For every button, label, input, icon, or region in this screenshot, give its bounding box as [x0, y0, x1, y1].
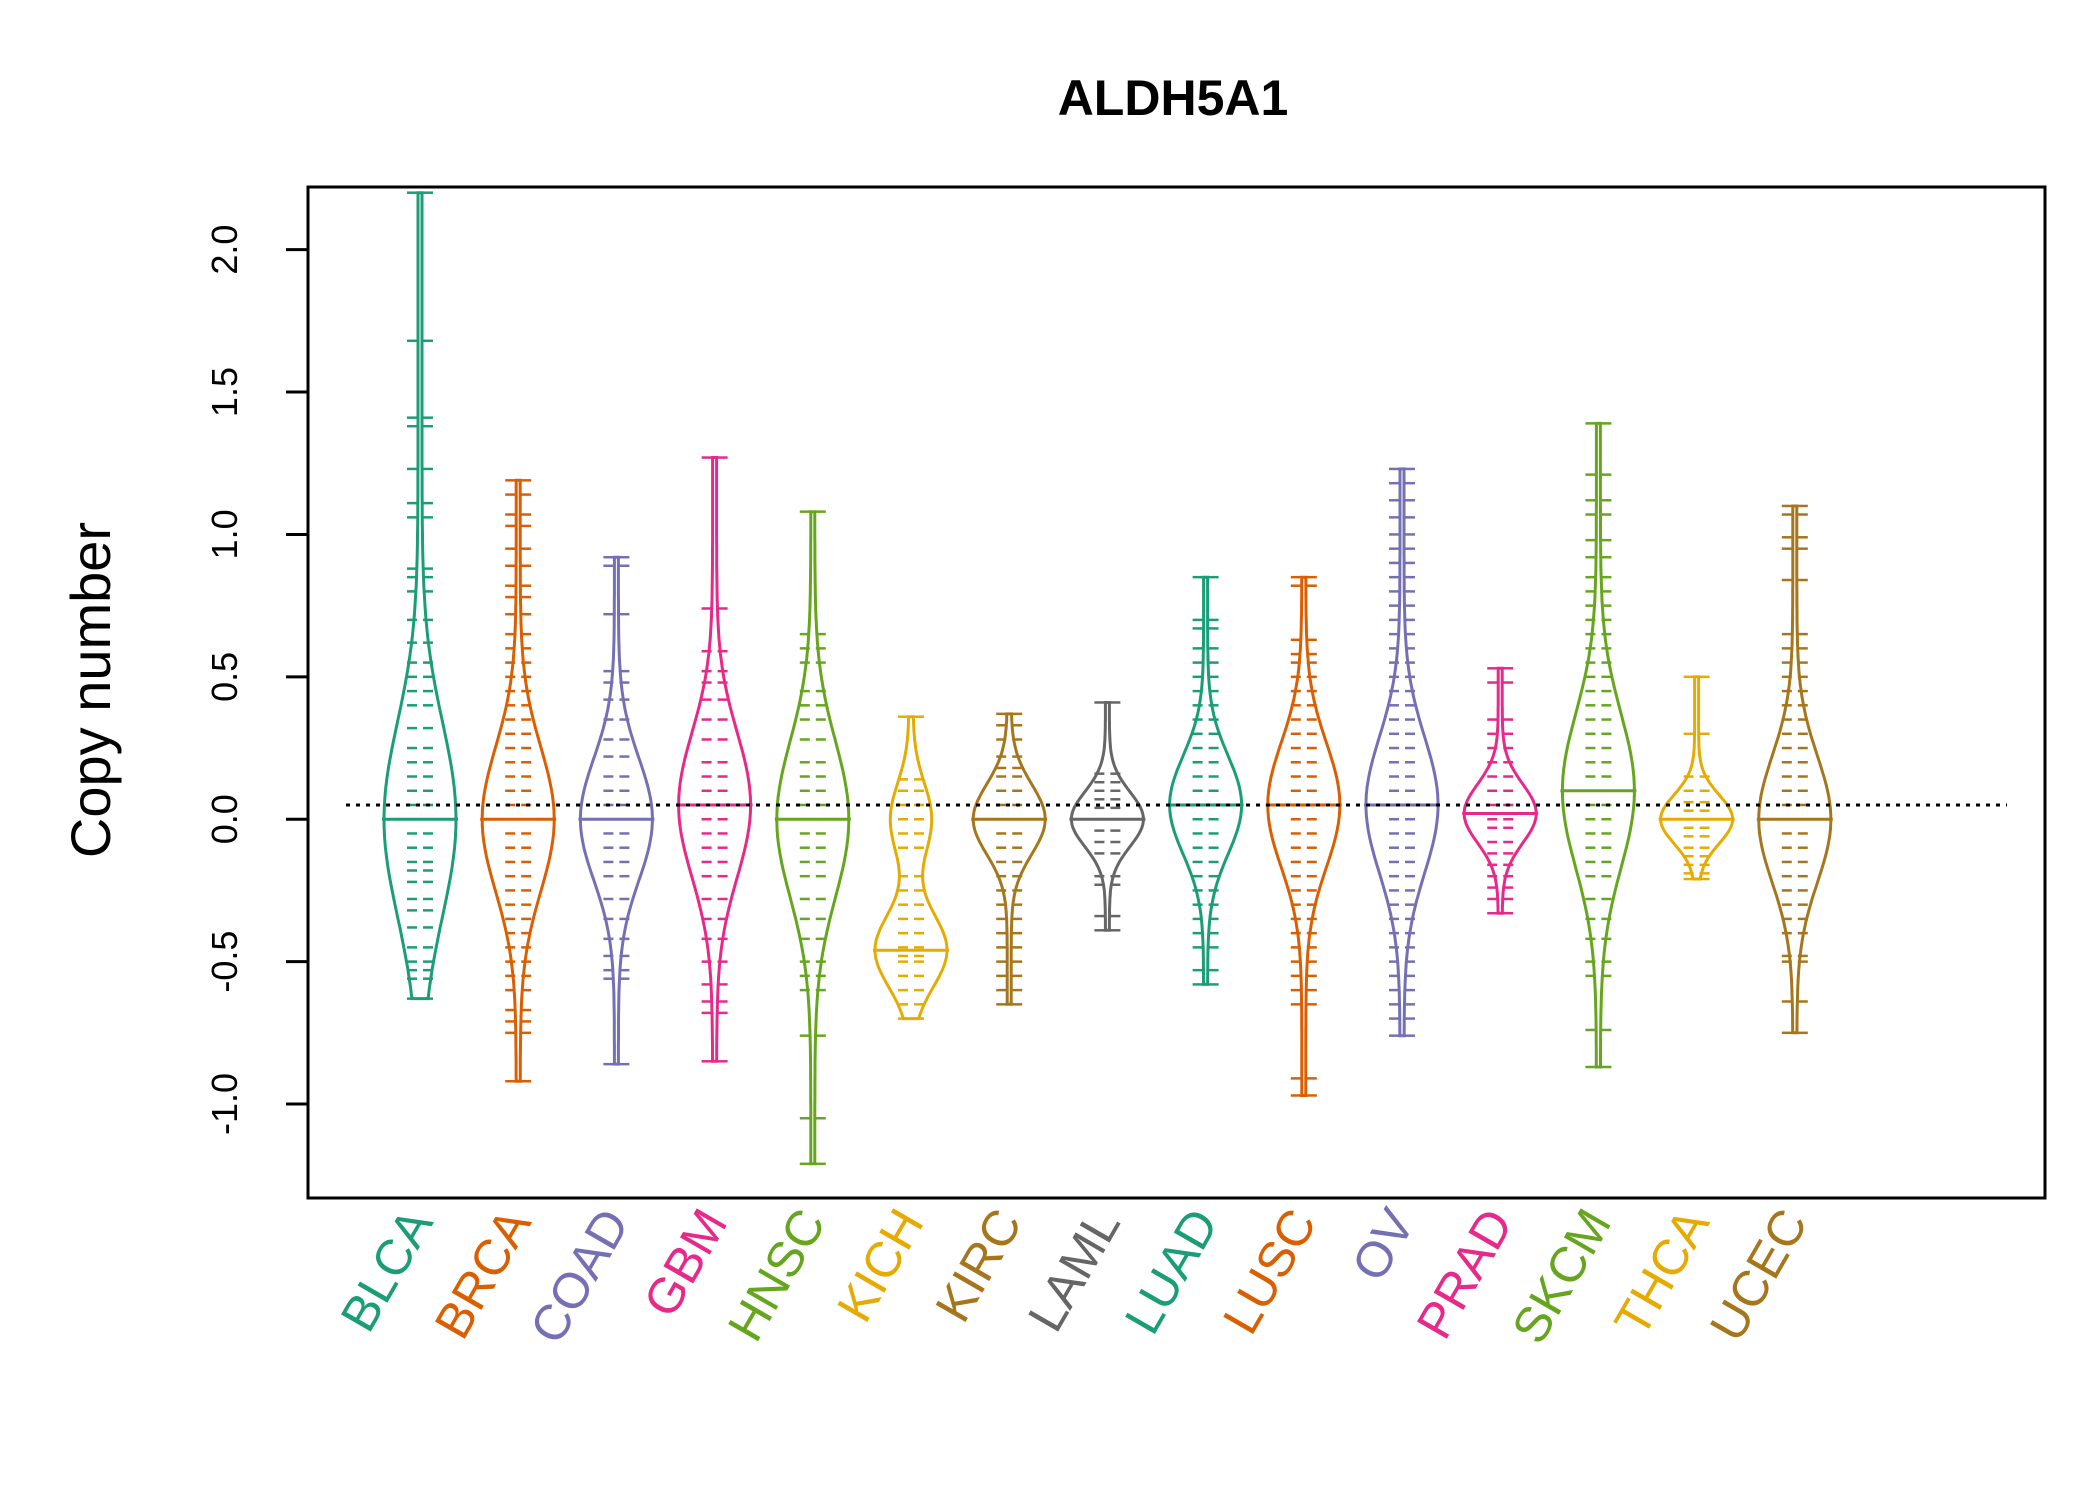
bean-laml	[1069, 701, 1146, 932]
bean-density-lusc	[1266, 575, 1342, 1097]
bean-thca	[1658, 675, 1735, 881]
bean-luad	[1167, 575, 1244, 986]
bean-density-brca	[480, 478, 556, 1083]
y-tick-label: -0.5	[204, 931, 245, 993]
y-tick-label: 1.0	[204, 509, 245, 559]
bean-skcm	[1560, 421, 1637, 1069]
y-tick-label: 0.0	[204, 794, 245, 844]
y-tick-label: 1.5	[204, 367, 245, 417]
bean-blca	[382, 191, 458, 1001]
chart-title: ALDH5A1	[1058, 70, 1289, 126]
bean-hnsc	[774, 510, 851, 1166]
y-axis-label: Copy number	[59, 522, 122, 858]
bean-density-laml	[1069, 701, 1145, 932]
y-tick-label: 0.5	[204, 652, 245, 702]
y-tick-label: -1.0	[204, 1073, 245, 1135]
bean-density-ov	[1364, 467, 1440, 1038]
bean-prad	[1462, 666, 1539, 915]
bean-density-prad	[1462, 666, 1538, 915]
bean-density-luad	[1168, 575, 1244, 986]
bean-density-hnsc	[775, 510, 851, 1166]
beans-layer	[382, 191, 1833, 1166]
bean-density-skcm	[1560, 421, 1636, 1069]
plot-area-frame	[306, 185, 2047, 1200]
bean-kich	[873, 715, 949, 1021]
y-tick-label: 2.0	[204, 225, 245, 275]
bean-density-gbm	[677, 456, 753, 1063]
bean-density-blca	[382, 191, 458, 1001]
bean-coad	[578, 555, 655, 1066]
bean-density-thca	[1659, 675, 1735, 881]
bean-density-kirc	[971, 712, 1047, 1006]
bean-density-coad	[578, 555, 654, 1066]
bean-kirc	[971, 712, 1048, 1006]
bean-ucec	[1756, 504, 1833, 1035]
bean-density-ucec	[1757, 504, 1833, 1035]
bean-gbm	[676, 456, 753, 1063]
bean-density-kich	[873, 715, 949, 1021]
bean-lusc	[1265, 575, 1342, 1097]
